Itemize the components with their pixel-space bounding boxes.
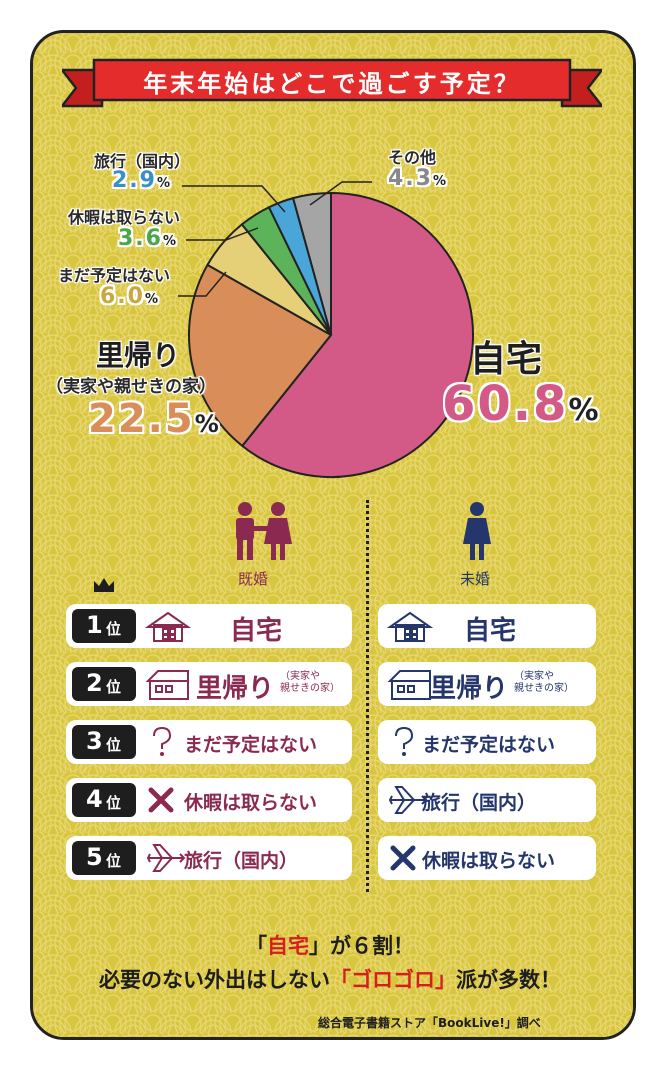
ranking-single-label: 旅行（国内） [422,792,537,814]
label-undecided-value: 6.0% [100,284,160,309]
group-single-label: 未婚 [460,570,491,588]
percent-sign: % [568,393,601,428]
rank-number: 4 [86,785,103,813]
cross-icon [386,841,420,879]
percent-sign: % [162,234,179,249]
airplane-icon [386,783,430,821]
label-domestic-travel-value: 2.9% [112,168,172,193]
ranking-single-label: まだ予定はない [422,734,556,756]
cross-icon [144,783,178,821]
ranking-single-subnote: （実家や 親せきの家） [514,671,574,694]
label-domestic-travel-name: 旅行（国内） [94,152,191,171]
ranking-married-label: 休暇は取らない [184,792,318,814]
rank-suffix: 位 [106,736,122,754]
question-icon [144,725,178,763]
rank-suffix: 位 [106,620,122,638]
conclusion-text: が６割！ [330,934,414,958]
quote-open: 「 [246,934,267,958]
other-value: 4.3 [388,166,433,191]
house-icon [144,609,192,647]
rank-number: 5 [86,843,103,871]
rank-number: 3 [86,727,103,755]
airplane-icon [144,841,188,879]
ranking-married-label: 自宅 [230,616,283,646]
ranking-row-married: 1 位 自宅 [66,604,352,648]
ranking-single-label: 自宅 [464,616,517,646]
label-home-name: 自宅 [470,339,543,380]
quote-open: 「 [330,968,351,992]
rank-number: 1 [86,611,103,639]
label-return-home-value: 22.5% [88,396,221,442]
label-home-value: 60.8% [442,376,601,432]
percent-sign: % [156,176,173,191]
wide-house-icon [144,667,192,705]
ranking-row-married: 5 位 旅行（国内） [66,836,352,880]
ranking-row-single: 自宅 [378,604,596,648]
pie-chart [188,191,474,478]
ranking-row-single: 休暇は取らない [378,836,596,880]
column-divider [366,500,369,892]
label-other-name: その他 [388,148,437,167]
home-value: 60.8 [442,376,569,432]
rank-suffix: 位 [106,852,122,870]
percent-sign: % [432,174,449,189]
conclusion-text: 必要のない外出はしない [99,968,330,992]
ranking-single-label: 休暇は取らない [422,850,556,872]
title-banner [62,58,602,108]
label-other-value: 4.3% [388,166,448,191]
ranking-row-married: 3 位 まだ予定はない [66,720,352,764]
ranking-row-single: まだ予定はない [378,720,596,764]
label-no-vacation-name: 休暇は取らない [68,208,181,227]
ranking-row-married: 4 位 休暇は取らない [66,778,352,822]
house-icon [386,609,434,647]
pie-slice-1 [188,263,333,448]
conclusion-line-1: 「自宅」が６割！ [0,930,660,960]
question-icon [386,725,420,763]
conclusion-text: 派が多数！ [456,968,561,992]
ranking-single-label: 里帰り [430,674,509,704]
conclusion-line-2: 必要のない外出はしない「ゴロゴロ」派が多数！ [0,964,660,994]
domestic-travel-value: 2.9 [112,168,157,193]
wide-house-icon [386,667,434,705]
label-return-home-name: 里帰り [96,339,181,372]
quote-close: 」 [435,968,456,992]
ranking-row-married: 2 位 里帰り （実家や 親せきの家） [66,662,352,706]
woman-icon [463,502,491,560]
label-return-home-sub: （実家や親せきの家） [46,377,216,397]
ranking-married-label: 里帰り [196,674,275,704]
quote-close: 」 [309,934,330,958]
source-credit: 総合電子書籍ストア「BookLive!」調べ [318,1016,541,1030]
pie-slice-5 [291,191,332,336]
ranking-row-single: 旅行（国内） [378,778,596,822]
label-undecided-name: まだ予定はない [58,266,171,285]
no-vacation-value: 3.6 [118,226,163,251]
undecided-value: 6.0 [100,284,145,309]
rank-number: 2 [86,669,103,697]
ranking-married-subnote: （実家や 親せきの家） [280,671,340,694]
leader-lines [178,181,372,297]
ranking-married-label: まだ予定はない [184,734,318,756]
label-no-vacation-value: 3.6% [118,226,178,251]
couple-icon [236,502,292,560]
group-married-label: 既婚 [238,570,269,588]
rank-suffix: 位 [106,794,122,812]
percent-sign: % [144,292,161,307]
ranking-row-single: 里帰り （実家や 親せきの家） [378,662,596,706]
highlight-home: 自宅 [267,934,309,958]
percent-sign: % [194,410,221,438]
page-title: 年末年始はどこで過ごす予定？ [143,70,521,98]
pie-slice-0 [240,191,474,478]
rank-suffix: 位 [106,678,122,696]
return-home-value: 22.5 [88,396,195,442]
highlight-gorogoro: ゴロゴロ [351,968,435,992]
crown-icon [94,578,114,592]
ranking-married-label: 旅行（国内） [184,850,299,872]
